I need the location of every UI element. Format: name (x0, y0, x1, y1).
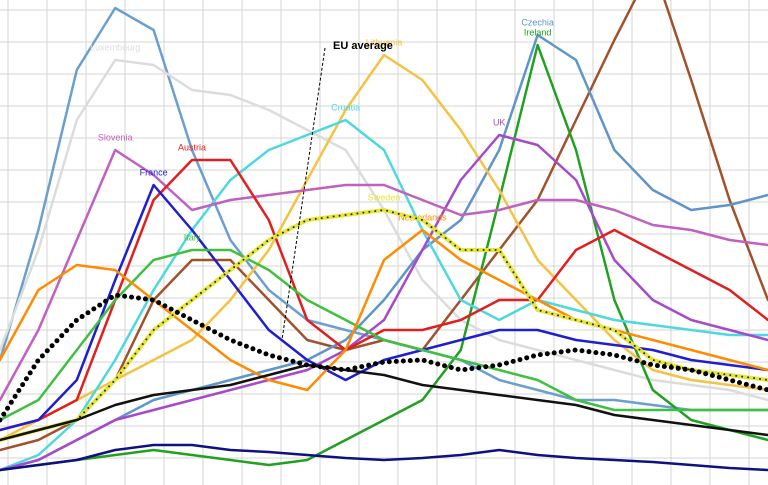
series-label: Czechia (521, 17, 554, 27)
series-line (0, 33, 768, 472)
series-line (0, 228, 768, 392)
series-line (0, 118, 768, 472)
series-line (0, 292, 768, 423)
series-line (0, 443, 768, 472)
series-line (0, 183, 768, 432)
series-dots (0, 208, 768, 441)
series-label: Italy (184, 232, 201, 242)
series-line (0, 133, 768, 472)
series-label: UK (493, 117, 506, 127)
series-line (0, 148, 768, 402)
series-label: Netherlands (398, 212, 447, 222)
series-label: Austria (178, 142, 206, 152)
series-label: Sweden (368, 192, 401, 202)
series-line (0, 248, 768, 422)
leader-line (281, 47, 326, 341)
series-line (0, 158, 768, 432)
series-label: EU average (333, 40, 393, 52)
series-label: Slovenia (98, 132, 133, 142)
series-label: France (140, 167, 168, 177)
series-label: Luxembourg (90, 42, 140, 52)
series-line (0, 53, 768, 442)
series-label: Lithuania (366, 37, 403, 47)
series-label: Ireland (524, 27, 552, 37)
series-line (0, 363, 768, 442)
series-label: Croatia (331, 102, 360, 112)
